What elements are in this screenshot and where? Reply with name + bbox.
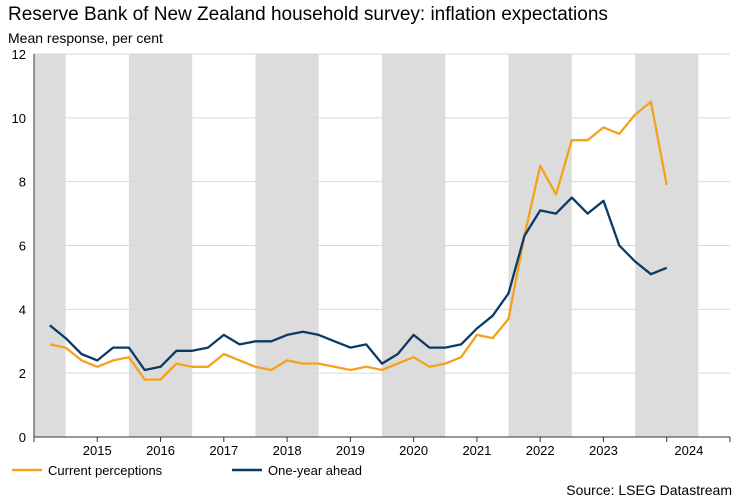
gridlines [34, 53, 730, 374]
x-tick-label-2016: 2016 [146, 443, 175, 458]
series-line-one-year-ahead [49, 196, 668, 372]
y-tick-label-4: 4 [19, 302, 26, 317]
chart-subtitle: Mean response, per cent [8, 30, 163, 46]
y-tick-label-8: 8 [19, 175, 26, 190]
x-tick-label-2023: 2023 [589, 443, 618, 458]
y-tick-label-6: 6 [19, 239, 26, 254]
y-tick-labels: 0 2 4 6 8 10 12 [12, 47, 26, 445]
chart-title: Reserve Bank of New Zealand household su… [8, 4, 608, 25]
x-tick-label-2020: 2020 [399, 443, 428, 458]
x-tick-label-2022: 2022 [526, 443, 555, 458]
series-lines [49, 100, 668, 381]
x-tick-label-2021: 2021 [462, 443, 491, 458]
x-tick-label-2019: 2019 [336, 443, 365, 458]
axes [33, 54, 731, 442]
source-note: Source: LSEG Datastream [566, 482, 732, 498]
y-tick-label-2: 2 [19, 366, 26, 381]
x-tick-label-2018: 2018 [273, 443, 302, 458]
legend-label-current-perceptions: Current perceptions [48, 463, 163, 478]
x-tick-label-2017: 2017 [209, 443, 238, 458]
y-tick-label-0: 0 [19, 430, 26, 445]
series-line-current-perceptions [49, 100, 668, 381]
x-tick-label-2024: 2024 [674, 443, 703, 458]
x-tick-labels: 2015 2016 2017 2018 2019 2020 2021 2022 2023 2024 [83, 443, 704, 458]
x-tick-label-2015: 2015 [83, 443, 112, 458]
y-tick-label-12: 12 [12, 47, 26, 62]
y-tick-label-10: 10 [12, 111, 26, 126]
legend-label-one-year-ahead: One-year ahead [268, 463, 362, 478]
legend: Current perceptions One-year ahead [12, 463, 362, 478]
